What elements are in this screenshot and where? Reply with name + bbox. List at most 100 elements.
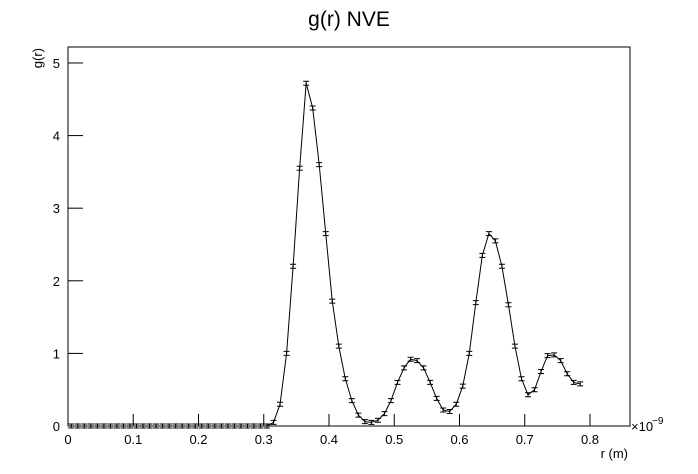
data-point <box>290 263 297 269</box>
data-point <box>479 252 486 258</box>
x-exponent: −9 <box>652 416 664 427</box>
x-tick-label: 0.3 <box>255 432 273 447</box>
data-point <box>505 302 512 308</box>
data-point <box>303 80 310 86</box>
y-tick-label: 3 <box>53 201 60 216</box>
data-point <box>518 376 525 382</box>
data-point <box>433 395 440 401</box>
data-point <box>348 398 355 404</box>
data-point <box>153 423 160 429</box>
data-point <box>551 352 558 358</box>
data-point <box>211 423 218 429</box>
data-point <box>166 423 173 429</box>
data-point <box>231 423 238 429</box>
data-point <box>87 423 94 429</box>
data-point <box>100 423 107 429</box>
y-tick-label: 1 <box>53 346 60 361</box>
plot-frame <box>67 46 631 427</box>
y-tick-label: 0 <box>53 419 60 434</box>
data-point <box>355 412 362 418</box>
data-point <box>250 423 257 429</box>
data-point <box>257 423 264 429</box>
data-point <box>492 238 499 244</box>
data-point <box>68 423 75 429</box>
y-axis-label: g(r) <box>30 48 45 68</box>
data-point <box>387 398 394 404</box>
data-point <box>446 408 453 414</box>
data-point <box>179 423 186 429</box>
x-tick-label: 0.4 <box>320 432 338 447</box>
data-point <box>564 371 571 377</box>
data-point <box>466 350 473 356</box>
data-point <box>126 423 133 429</box>
data-point <box>237 423 244 429</box>
data-point <box>485 231 492 237</box>
data-point <box>511 343 518 349</box>
data-point <box>498 263 505 269</box>
x-tick-label: 0.8 <box>581 432 599 447</box>
y-tick-label: 4 <box>53 129 60 144</box>
data-point <box>81 423 88 429</box>
data-point <box>224 423 231 429</box>
data-point <box>218 423 225 429</box>
data-point <box>296 165 303 171</box>
data-point <box>472 300 479 306</box>
data-point <box>264 423 271 429</box>
data-point <box>159 423 166 429</box>
data-point <box>459 383 466 389</box>
data-point <box>374 417 381 423</box>
data-point <box>120 423 127 429</box>
data-point <box>394 379 401 385</box>
data-point <box>342 376 349 382</box>
data-point <box>577 381 584 387</box>
y-tick-label: 2 <box>53 274 60 289</box>
data-point <box>283 350 290 356</box>
data-point <box>309 105 316 111</box>
data-point <box>361 419 368 425</box>
data-point <box>146 423 153 429</box>
data-point <box>544 353 551 359</box>
data-point <box>335 343 342 349</box>
data-point <box>368 419 375 425</box>
x-tick-label: 0.7 <box>516 432 534 447</box>
data-point <box>531 387 538 393</box>
data-point <box>107 423 114 429</box>
x-axis-label: r (m) <box>601 446 628 461</box>
data-point <box>407 356 414 362</box>
data-point <box>525 392 532 398</box>
data-point <box>94 423 101 429</box>
data-point <box>205 423 212 429</box>
chart-title: g(r) NVE <box>308 8 390 31</box>
data-point <box>277 401 284 407</box>
data-point <box>414 358 421 364</box>
data-point <box>74 423 81 429</box>
data-point <box>316 162 323 168</box>
data-point <box>172 423 179 429</box>
data-point <box>322 231 329 237</box>
x-tick-label: 0 <box>64 432 71 447</box>
data-point <box>192 423 199 429</box>
data-point <box>427 379 434 385</box>
data-point <box>570 379 577 385</box>
data-point <box>244 423 251 429</box>
data-point <box>420 365 427 371</box>
data-point <box>329 298 336 304</box>
x-tick-label: 0.1 <box>124 432 142 447</box>
data-point <box>185 423 192 429</box>
data-point <box>198 423 205 429</box>
data-point <box>133 423 140 429</box>
data-point <box>538 369 545 375</box>
data-point <box>401 365 408 371</box>
data-point <box>270 419 277 425</box>
x-tick-label: 0.5 <box>385 432 403 447</box>
data-point <box>140 423 147 429</box>
data-point <box>440 407 447 413</box>
data-point <box>381 411 388 417</box>
x-exponent-base: ×10 <box>631 419 653 434</box>
data-point <box>557 358 564 364</box>
x-tick-label: 0.6 <box>450 432 468 447</box>
data-point <box>453 401 460 407</box>
x-tick-label: 0.2 <box>189 432 207 447</box>
